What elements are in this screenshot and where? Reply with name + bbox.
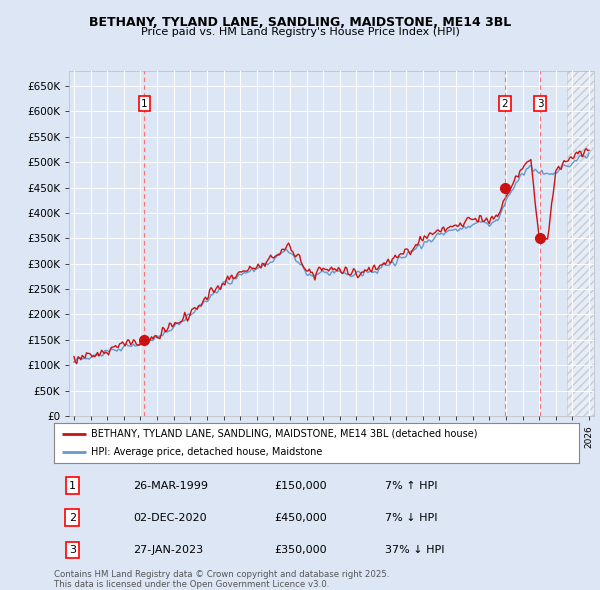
- Text: 27-JAN-2023: 27-JAN-2023: [133, 545, 203, 555]
- Text: 1: 1: [141, 99, 148, 109]
- Text: £150,000: £150,000: [275, 481, 327, 491]
- Text: HPI: Average price, detached house, Maidstone: HPI: Average price, detached house, Maid…: [91, 447, 322, 457]
- Polygon shape: [568, 71, 594, 416]
- Text: 2: 2: [69, 513, 76, 523]
- Text: 26-MAR-1999: 26-MAR-1999: [133, 481, 208, 491]
- Text: £450,000: £450,000: [275, 513, 327, 523]
- Text: Price paid vs. HM Land Registry's House Price Index (HPI): Price paid vs. HM Land Registry's House …: [140, 28, 460, 37]
- Text: 3: 3: [69, 545, 76, 555]
- Text: 7% ↓ HPI: 7% ↓ HPI: [385, 513, 437, 523]
- Text: £350,000: £350,000: [275, 545, 327, 555]
- Text: 7% ↑ HPI: 7% ↑ HPI: [385, 481, 437, 491]
- Text: This data is licensed under the Open Government Licence v3.0.: This data is licensed under the Open Gov…: [54, 579, 329, 589]
- Text: 37% ↓ HPI: 37% ↓ HPI: [385, 545, 444, 555]
- Text: 1: 1: [69, 481, 76, 491]
- Text: BETHANY, TYLAND LANE, SANDLING, MAIDSTONE, ME14 3BL (detached house): BETHANY, TYLAND LANE, SANDLING, MAIDSTON…: [91, 429, 477, 439]
- Text: 2: 2: [502, 99, 508, 109]
- Text: 3: 3: [537, 99, 544, 109]
- Text: BETHANY, TYLAND LANE, SANDLING, MAIDSTONE, ME14 3BL: BETHANY, TYLAND LANE, SANDLING, MAIDSTON…: [89, 16, 511, 29]
- Text: Contains HM Land Registry data © Crown copyright and database right 2025.: Contains HM Land Registry data © Crown c…: [54, 570, 389, 579]
- Text: 02-DEC-2020: 02-DEC-2020: [133, 513, 206, 523]
